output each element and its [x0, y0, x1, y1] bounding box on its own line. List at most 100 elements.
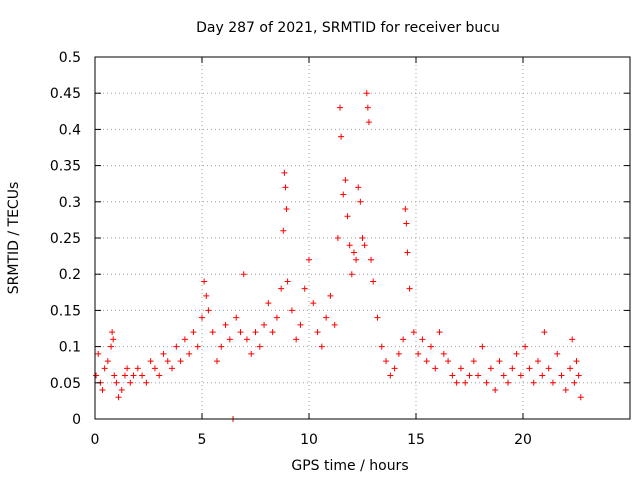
- data-point: [280, 227, 287, 234]
- data-point: [357, 198, 364, 205]
- data-point: [111, 372, 118, 379]
- data-point: [99, 387, 106, 394]
- chart-title: Day 287 of 2021, SRMTID for receiver buc…: [196, 20, 500, 36]
- data-point: [164, 358, 171, 365]
- data-point: [509, 365, 516, 372]
- y-tick-label: 0.5: [59, 50, 81, 66]
- data-point: [427, 343, 434, 350]
- data-point: [127, 379, 134, 386]
- data-point: [118, 387, 125, 394]
- data-point: [457, 365, 464, 372]
- data-point: [436, 329, 443, 336]
- data-point: [331, 321, 338, 328]
- data-point: [415, 350, 422, 357]
- tick-labels: 0 0.05 0.1 0.15 0.2 0.25 0.3 0.35 0.4 0.45 0.5 0 5 10…: [50, 50, 532, 448]
- data-point: [124, 365, 131, 372]
- x-tick-label: 15: [407, 432, 425, 448]
- data-point: [466, 372, 473, 379]
- data-point: [318, 343, 325, 350]
- data-point: [160, 350, 167, 357]
- data-point: [237, 329, 244, 336]
- data-point: [558, 372, 565, 379]
- x-tick-label: 5: [198, 432, 207, 448]
- data-point: [440, 350, 447, 357]
- data-point: [334, 235, 341, 241]
- data-point: [205, 307, 212, 314]
- data-point: [323, 314, 330, 321]
- data-point: [240, 271, 247, 278]
- data-point: [278, 285, 285, 292]
- data-point: [487, 365, 494, 372]
- data-point: [404, 249, 411, 256]
- data-point: [113, 379, 120, 386]
- data-point: [378, 343, 385, 350]
- data-point: [273, 314, 280, 321]
- data-point: [342, 177, 349, 184]
- data-point: [423, 358, 430, 365]
- data-point: [95, 350, 102, 357]
- data-point: [475, 372, 482, 379]
- data-point: [410, 329, 417, 336]
- data-point: [513, 350, 520, 357]
- y-tick-label: 0.4: [59, 122, 81, 138]
- data-point: [213, 358, 220, 365]
- data-point: [344, 213, 351, 220]
- data-point: [147, 358, 154, 365]
- data-point: [109, 329, 116, 336]
- data-point: [306, 256, 312, 263]
- data-point: [256, 343, 263, 350]
- data-point: [203, 292, 210, 299]
- data-point: [470, 358, 477, 365]
- data-point: [406, 285, 413, 292]
- data-point: [281, 169, 288, 176]
- data-point: [400, 336, 407, 343]
- data-point: [261, 321, 268, 328]
- data-point: [432, 365, 439, 372]
- data-point: [201, 278, 208, 285]
- data-point: [395, 350, 402, 357]
- data-point: [539, 372, 546, 379]
- y-tick-label: 0: [72, 412, 81, 428]
- grid: [95, 57, 630, 419]
- data-point: [110, 336, 117, 343]
- data-point: [284, 278, 291, 285]
- y-axis-label: SRMTID / TECUs: [6, 182, 22, 295]
- data-point: [567, 365, 574, 372]
- data-point: [226, 336, 233, 343]
- y-tick-label: 0.05: [50, 376, 81, 392]
- data-point: [288, 307, 295, 314]
- data-point: [108, 343, 115, 350]
- data-point: [338, 133, 345, 140]
- x-tick-label: 10: [300, 432, 318, 448]
- data-point: [169, 365, 176, 372]
- y-tick-label: 0.15: [50, 303, 81, 319]
- data-point: [402, 206, 409, 213]
- data-point: [391, 365, 398, 372]
- data-point: [350, 249, 357, 256]
- data-point: [265, 300, 272, 307]
- data-point: [337, 104, 344, 111]
- data-point: [243, 336, 250, 343]
- data-point: [479, 343, 486, 350]
- x-tick-label: 0: [91, 432, 100, 448]
- data-point: [186, 350, 193, 357]
- x-tick-label: 20: [514, 432, 532, 448]
- data-point: [365, 119, 372, 126]
- data-point: [190, 329, 197, 336]
- data-point: [368, 256, 375, 263]
- data-point: [194, 343, 201, 350]
- data-point: [573, 358, 580, 365]
- data-point: [364, 104, 371, 111]
- data-point: [562, 387, 569, 394]
- data-points: [93, 90, 584, 422]
- data-point: [340, 191, 347, 198]
- data-point: [173, 343, 180, 350]
- data-point: [496, 358, 503, 365]
- data-point: [115, 394, 122, 401]
- data-point: [130, 372, 137, 379]
- data-point: [134, 365, 141, 372]
- data-point: [177, 358, 184, 365]
- data-point: [222, 321, 229, 328]
- data-point: [101, 365, 108, 372]
